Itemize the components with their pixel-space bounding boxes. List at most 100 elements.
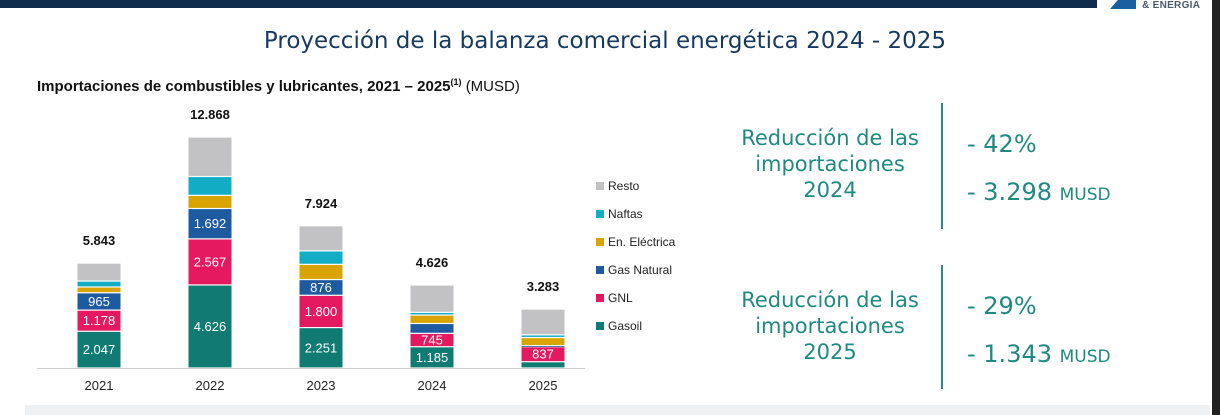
bar-segment-resto-2022 <box>188 137 232 176</box>
bar-segment-gnl-2024 <box>410 333 454 347</box>
legend-label: Gas Natural <box>608 263 673 277</box>
footer-strip <box>25 405 1210 415</box>
x-tick-label: 2023 <box>307 378 336 393</box>
x-tick-label: 2022 <box>196 378 225 393</box>
kpi-amount-2024: - 3.298 MUSD <box>967 178 1111 206</box>
data-label: 837 <box>532 347 554 362</box>
kpi-amount: - 3.298 <box>967 178 1052 206</box>
kpi-label-line: importaciones <box>755 314 905 338</box>
chart-legend: Resto Naftas En. Eléctrica Gas Natural GNL Ga… <box>596 172 675 340</box>
bar-segment-naftas-2024 <box>410 312 454 315</box>
bar-segment-gasoil-2025 <box>521 362 565 368</box>
bar-segment-naftas-2021 <box>77 281 121 287</box>
bar-segment-gasoil-2021 <box>77 331 121 368</box>
bar-segment-gas-natural-2025 <box>521 346 565 348</box>
bar-segment-gasoil-2022 <box>188 285 232 368</box>
bar-segment-en-el-ctrica-2025 <box>521 338 565 346</box>
top-bar <box>0 0 1097 8</box>
legend-label: Naftas <box>608 207 643 221</box>
bar-segment-gnl-2023 <box>299 295 343 327</box>
footnote-mark: (1) <box>450 77 462 87</box>
bar-segment-gasoil-2024 <box>410 347 454 368</box>
legend-label: GNL <box>608 291 633 305</box>
kpi-label-2024: Reducción de las importaciones 2024 <box>720 125 940 203</box>
legend-swatch <box>596 266 604 274</box>
legend-label: Gasoil <box>608 319 643 333</box>
kpi-label-line: Reducción de las <box>741 126 919 150</box>
chart-title-text: Importaciones de combustibles y lubrican… <box>37 78 451 95</box>
kpi-pct-2025: - 29% <box>967 292 1037 320</box>
legend-label: Resto <box>608 179 640 193</box>
total-label: 7.924 <box>305 196 338 211</box>
chart-unit: (MUSD) <box>465 78 520 95</box>
bar-segment-naftas-2022 <box>188 177 232 195</box>
bar-segment-resto-2021 <box>77 263 121 281</box>
x-tick-label: 2021 <box>85 378 114 393</box>
page-title: Proyección de la balanza comercial energ… <box>263 28 947 54</box>
bar-segment-resto-2023 <box>299 226 343 251</box>
bar-segment-resto-2024 <box>410 285 454 312</box>
legend-item: GNL <box>596 284 675 312</box>
bar-segment-gnl-2021 <box>77 310 121 331</box>
legend-swatch <box>596 294 604 302</box>
divider <box>941 103 943 229</box>
legend-label: En. Eléctrica <box>608 235 676 249</box>
logo-text: & ENERGÍA <box>1142 0 1201 11</box>
data-label: 4.626 <box>194 319 227 334</box>
legend-swatch <box>596 322 604 330</box>
bar-segment-gnl-2022 <box>188 239 232 285</box>
kpi-pct-2024: - 42% <box>967 130 1037 158</box>
legend-item: Resto <box>596 172 675 200</box>
kpi-label-line: 2025 <box>803 340 857 364</box>
legend-swatch <box>596 238 604 246</box>
legend-item: En. Eléctrica <box>596 228 675 256</box>
chart-title: Importaciones de combustibles y lubrican… <box>37 77 520 95</box>
data-label: 1.185 <box>416 350 449 365</box>
kpi-label-line: 2024 <box>803 178 857 202</box>
kpi-unit: MUSD <box>1059 185 1111 205</box>
bar-segment-naftas-2025 <box>521 335 565 337</box>
kpi-amount-2025: - 1.343 MUSD <box>967 340 1111 368</box>
legend-item: Gas Natural <box>596 256 675 284</box>
data-label: 1.692 <box>194 216 227 231</box>
logo-mark <box>1110 0 1136 9</box>
bar-segment-en-el-ctrica-2024 <box>410 315 454 323</box>
total-label: 5.843 <box>83 233 116 248</box>
bar-segment-en-el-ctrica-2023 <box>299 264 343 279</box>
kpi-label-line: importaciones <box>755 152 905 176</box>
bar-segment-en-el-ctrica-2021 <box>77 287 121 293</box>
window-edge <box>1212 0 1220 415</box>
legend-item: Naftas <box>596 200 675 228</box>
legend-swatch <box>596 210 604 218</box>
total-label: 3.283 <box>527 279 560 294</box>
total-label: 4.626 <box>416 255 449 270</box>
kpi-label-line: Reducción de las <box>741 288 919 312</box>
legend-item: Gasoil <box>596 312 675 340</box>
bar-segment-gnl-2025 <box>521 347 565 362</box>
x-tick-label: 2024 <box>418 378 447 393</box>
bar-segment-gas-natural-2021 <box>77 293 121 310</box>
data-label: 2.047 <box>83 342 116 357</box>
divider <box>941 265 943 389</box>
data-label: 1.800 <box>305 304 338 319</box>
bar-segment-gasoil-2023 <box>299 328 343 368</box>
bar-segment-en-el-ctrica-2022 <box>188 195 232 208</box>
kpi-label-2025: Reducción de las importaciones 2025 <box>720 287 940 365</box>
data-label: 2.251 <box>305 340 338 355</box>
bar-segment-naftas-2023 <box>299 251 343 264</box>
bar-segment-gas-natural-2023 <box>299 280 343 295</box>
bar-segment-gas-natural-2022 <box>188 209 232 239</box>
x-tick-label: 2025 <box>529 378 558 393</box>
data-label: 1.178 <box>83 313 116 328</box>
bar-segment-gas-natural-2024 <box>410 324 454 333</box>
kpi-amount: - 1.343 <box>967 340 1052 368</box>
data-label: 2.567 <box>194 254 227 269</box>
kpi-unit: MUSD <box>1059 347 1111 367</box>
legend-swatch <box>596 182 604 190</box>
data-label: 965 <box>88 294 110 309</box>
data-label: 745 <box>421 333 443 348</box>
total-label: 12.868 <box>190 107 230 122</box>
bar-segment-resto-2025 <box>521 309 565 335</box>
data-label: 876 <box>310 280 332 295</box>
stacked-bar-chart: 2.047 1.178 965 5.843 2021 4.626 2.567 1.692 12.… <box>37 107 585 393</box>
